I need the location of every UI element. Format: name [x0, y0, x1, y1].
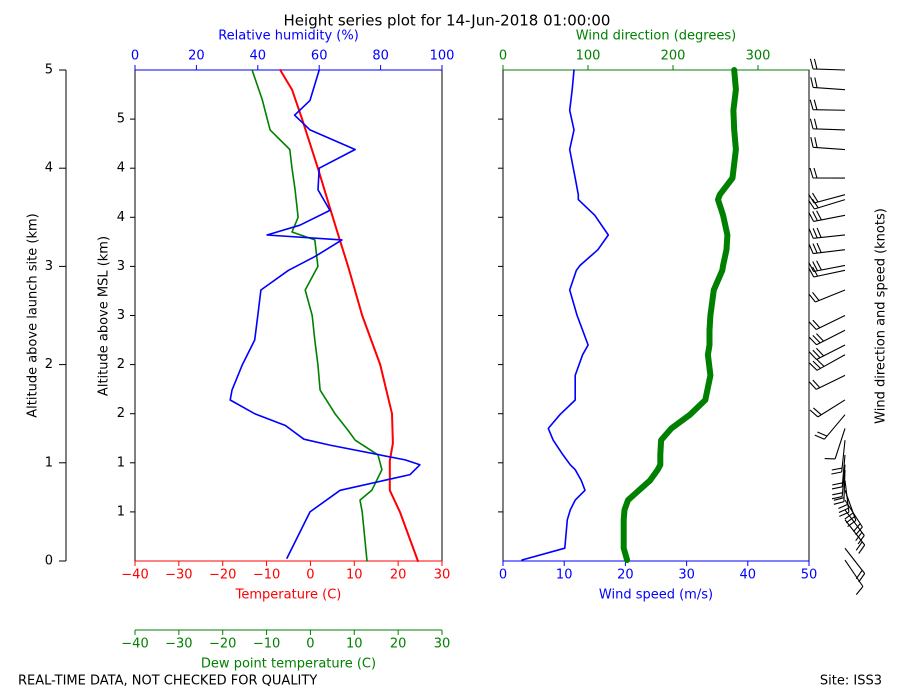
wind-barb — [808, 192, 846, 204]
profile-line — [279, 69, 419, 562]
profile-line — [521, 69, 610, 561]
x-tick-label: −10 — [253, 568, 280, 583]
wind-barb — [809, 118, 846, 131]
x-axis-label: Temperature (C) — [235, 588, 342, 603]
wind-barb — [824, 428, 846, 460]
y2-tick-label: 3 — [117, 308, 125, 323]
x-tick-label: 20 — [390, 637, 407, 652]
x-axis-label: Wind speed (m/s) — [599, 588, 713, 603]
wind-barb — [831, 464, 846, 500]
wind-barb — [808, 315, 846, 330]
x-axis-label: Wind direction (degrees) — [576, 29, 736, 44]
x-tick-label: −40 — [121, 568, 148, 583]
x-tick-label: −30 — [165, 637, 192, 652]
x-tick-label: 0 — [131, 49, 139, 64]
wind-barb — [809, 399, 846, 418]
x-axis-label: Dew point temperature (C) — [201, 657, 376, 672]
wind-barb — [831, 440, 846, 475]
x-tick-label: −20 — [209, 637, 236, 652]
profile-line — [620, 67, 739, 563]
y2-tick-label: 1 — [117, 504, 125, 519]
wind-barb — [844, 547, 866, 583]
x-tick-label: 60 — [311, 49, 328, 64]
y2-tick-label: 3 — [117, 259, 125, 274]
wind-barb — [809, 354, 846, 371]
y2-tick-label: 4 — [117, 210, 125, 225]
y2-tick-label: 2 — [117, 406, 125, 421]
x-tick-label: 20 — [617, 568, 634, 583]
wind-barb — [810, 136, 846, 151]
y-tick-label: 5 — [45, 63, 53, 78]
wind-barb — [808, 289, 846, 303]
x-tick-label: 80 — [372, 49, 389, 64]
x-tick-label: 0 — [499, 49, 507, 64]
x-tick-label: 10 — [556, 568, 573, 583]
y2-tick-label: 5 — [117, 112, 125, 127]
wind-barb — [809, 58, 846, 71]
x-tick-label: 300 — [746, 49, 771, 64]
wind-barb — [833, 469, 846, 505]
y2-tick-label: 2 — [117, 357, 125, 372]
x-tick-label: 200 — [661, 49, 686, 64]
y-tick-label: 4 — [45, 161, 53, 176]
footer-note: REAL-TIME DATA, NOT CHECKED FOR QUALITY — [18, 674, 317, 689]
footer-site: Site: ISS3 — [820, 674, 882, 689]
x-tick-label: 40 — [740, 568, 757, 583]
wind-barb — [808, 374, 846, 390]
x-tick-label: 0 — [306, 637, 314, 652]
x-tick-label: 0 — [499, 568, 507, 583]
wind-barb — [814, 414, 846, 440]
x-tick-label: 0 — [306, 568, 314, 583]
x-axis-label: Relative humidity (%) — [218, 29, 359, 44]
x-tick-label: 30 — [434, 637, 451, 652]
x-tick-label: 20 — [390, 568, 407, 583]
y-tick-label: 3 — [45, 259, 53, 274]
wind-barb — [809, 99, 846, 111]
barb-label: Wind direction and speed (knots) — [874, 208, 889, 424]
wind-barb — [808, 198, 846, 210]
y-tick-label: 0 — [45, 554, 53, 569]
x-tick-label: 100 — [576, 49, 601, 64]
x-tick-label: 100 — [430, 49, 455, 64]
wind-barb — [844, 509, 865, 545]
wind-barb — [831, 454, 846, 490]
wind-barb — [808, 329, 846, 346]
wind-barb — [838, 480, 850, 517]
x-tick-label: −10 — [253, 637, 280, 652]
wind-barb — [844, 490, 857, 528]
wind-barb — [808, 227, 846, 239]
profile-line — [251, 69, 383, 562]
y2-tick-label: 1 — [117, 455, 125, 470]
y2-axis-label: Altitude above MSL (km) — [97, 236, 112, 396]
wind-barb — [808, 210, 846, 222]
wind-barb — [808, 260, 846, 273]
x-tick-label: 20 — [188, 49, 205, 64]
y2-tick-label: 4 — [117, 161, 125, 176]
x-tick-label: 40 — [250, 49, 267, 64]
x-tick-label: −30 — [165, 568, 192, 583]
y-axis-label: Altitude above launch site (km) — [26, 213, 41, 417]
x-tick-label: 50 — [801, 568, 818, 583]
wind-barb — [809, 167, 846, 179]
x-tick-label: −40 — [121, 637, 148, 652]
wind-barb — [810, 77, 846, 91]
x-tick-label: 30 — [678, 568, 695, 583]
wind-barb — [808, 344, 846, 360]
y-tick-label: 2 — [45, 357, 53, 372]
x-tick-label: 30 — [434, 568, 451, 583]
wind-barb — [844, 559, 864, 595]
profile-line — [229, 69, 421, 559]
chart-title: Height series plot for 14-Jun-2018 01:00… — [284, 12, 611, 30]
wind-barb — [808, 242, 846, 255]
x-tick-label: −20 — [209, 568, 236, 583]
x-tick-label: 10 — [346, 568, 363, 583]
y-tick-label: 1 — [45, 455, 53, 470]
wind-barb — [844, 519, 866, 554]
x-tick-label: 10 — [346, 637, 363, 652]
